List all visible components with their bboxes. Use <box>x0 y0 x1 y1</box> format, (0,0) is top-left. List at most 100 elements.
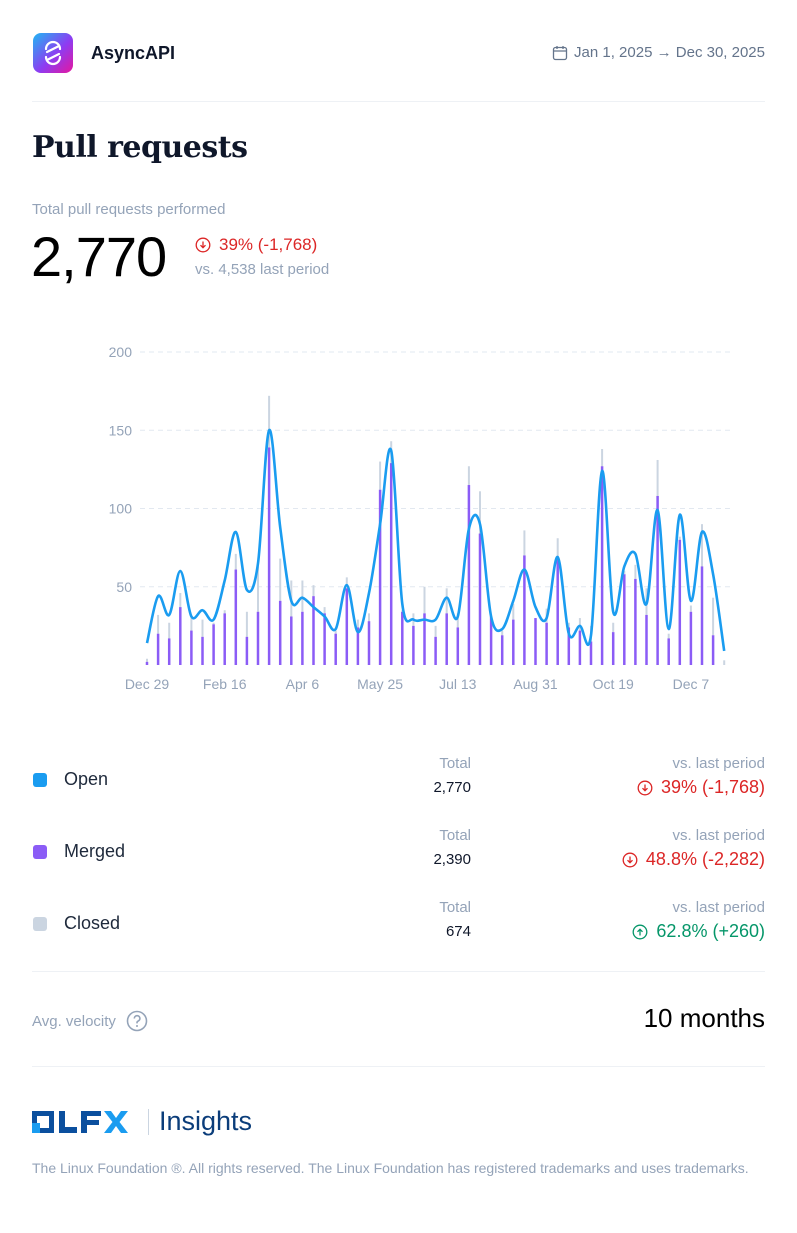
avg-velocity-label: Avg. velocity <box>32 1012 116 1030</box>
metric-subtitle: Total pull requests performed <box>32 201 226 218</box>
metric-change: 39% (-1,768) <box>195 235 317 255</box>
closed-bar <box>601 449 604 467</box>
legend-swatch <box>33 773 47 787</box>
merged-bar <box>656 495 659 665</box>
merged-bar <box>645 614 648 665</box>
vs-label: vs. last period <box>672 755 765 772</box>
merged-bar <box>634 578 637 665</box>
closed-bar <box>345 577 348 589</box>
merged-bar <box>190 630 193 665</box>
closed-bar <box>334 630 337 634</box>
x-tick-label: Feb 16 <box>203 676 247 692</box>
merged-bar <box>512 619 515 665</box>
merged-bar <box>278 600 282 665</box>
closed-bar <box>201 619 204 637</box>
x-tick-label: Apr 6 <box>286 676 320 692</box>
merged-bar <box>589 641 593 665</box>
closed-bar <box>578 618 581 631</box>
metric-total: 2,770 <box>31 225 167 288</box>
merged-bar <box>689 611 693 665</box>
lfx-insights-logo: Insights <box>32 1106 252 1137</box>
legend-row-closed: Closed Total 674 vs. last period 62.8% (… <box>32 899 765 951</box>
closed-bar <box>656 459 659 496</box>
closed-bar <box>234 553 237 570</box>
closed-bar <box>257 566 259 612</box>
arrow-down-circle-icon <box>195 237 211 253</box>
legend-name: Open <box>64 769 109 789</box>
closed-bar <box>268 395 271 448</box>
arrow-up-circle-icon <box>632 924 648 939</box>
merged-bar <box>201 636 204 665</box>
asyncapi-logo <box>33 33 73 73</box>
merged-bar <box>600 466 604 665</box>
closed-bar <box>179 593 182 608</box>
merged-bar <box>389 463 393 665</box>
merged-bar <box>567 627 571 665</box>
merged-bar <box>611 632 615 665</box>
merged-bar <box>301 611 304 665</box>
closed-bar <box>356 619 359 628</box>
merged-bar <box>623 574 626 665</box>
open-line <box>145 428 726 652</box>
change-text: 39% (-1,768) <box>660 777 765 797</box>
merged-bar <box>534 618 537 665</box>
total-value: 2,770 <box>433 779 471 796</box>
total-value: 2,390 <box>433 851 471 868</box>
closed-bar <box>689 605 692 612</box>
closed-bar <box>456 613 459 628</box>
date-range[interactable]: Jan 1, 2025 → Dec 30, 2025 <box>552 44 765 61</box>
closed-bar <box>701 524 703 567</box>
merged-bar <box>467 485 471 665</box>
merged-bar <box>212 624 215 665</box>
change-text: 48.8% (-2,282) <box>645 849 765 869</box>
merged-bar <box>223 613 226 665</box>
closed-bar <box>623 571 626 575</box>
merged-bar <box>423 613 426 665</box>
closed-bar <box>223 610 226 614</box>
y-tick-label: 50 <box>116 579 132 595</box>
closed-bar <box>245 611 248 637</box>
merged-bar <box>378 489 382 665</box>
closed-bar <box>567 622 570 628</box>
merged-bar <box>367 621 371 665</box>
x-tick-label: Dec 7 <box>673 676 710 692</box>
closed-bar <box>445 588 448 614</box>
lfx-mark <box>32 1110 128 1133</box>
merged-bar <box>700 566 704 665</box>
total-label: Total <box>439 827 471 844</box>
closed-bar <box>479 491 481 534</box>
question-circle-icon[interactable] <box>126 1010 148 1032</box>
closed-bar <box>379 461 382 490</box>
arrow-down-circle-icon <box>637 780 653 795</box>
logo-divider <box>148 1108 149 1135</box>
divider <box>32 101 765 102</box>
closed-bar <box>146 658 148 662</box>
x-tick-label: Jul 13 <box>439 676 477 692</box>
calendar-icon <box>552 45 568 60</box>
merged-bar <box>711 635 715 665</box>
merged-bar <box>678 539 682 665</box>
closed-bar <box>678 536 681 540</box>
merged-bar <box>234 569 238 665</box>
closed-bar <box>423 586 426 614</box>
divider <box>32 971 765 972</box>
merged-bar <box>523 555 526 665</box>
merged-bar <box>456 627 460 665</box>
change-value: 48.8% (-2,282) <box>622 849 765 870</box>
closed-bar <box>212 622 215 625</box>
change-text: 62.8% (+260) <box>656 921 765 941</box>
closed-bar <box>634 564 637 579</box>
closed-bar <box>190 616 193 631</box>
page-title: Pull requests <box>32 130 248 165</box>
date-range-text: Jan 1, 2025 → Dec 30, 2025 <box>574 44 765 61</box>
merged-bar <box>256 611 260 665</box>
closed-bar <box>279 558 282 601</box>
vs-label: vs. last period <box>672 827 765 844</box>
merged-bar <box>578 630 582 665</box>
metric-change-text: 39% (-1,768) <box>219 235 318 254</box>
legend-name: Merged <box>64 841 126 861</box>
closed-bar <box>667 633 670 639</box>
avg-velocity: Avg. velocity <box>32 1010 148 1032</box>
legend-swatch <box>33 917 47 931</box>
